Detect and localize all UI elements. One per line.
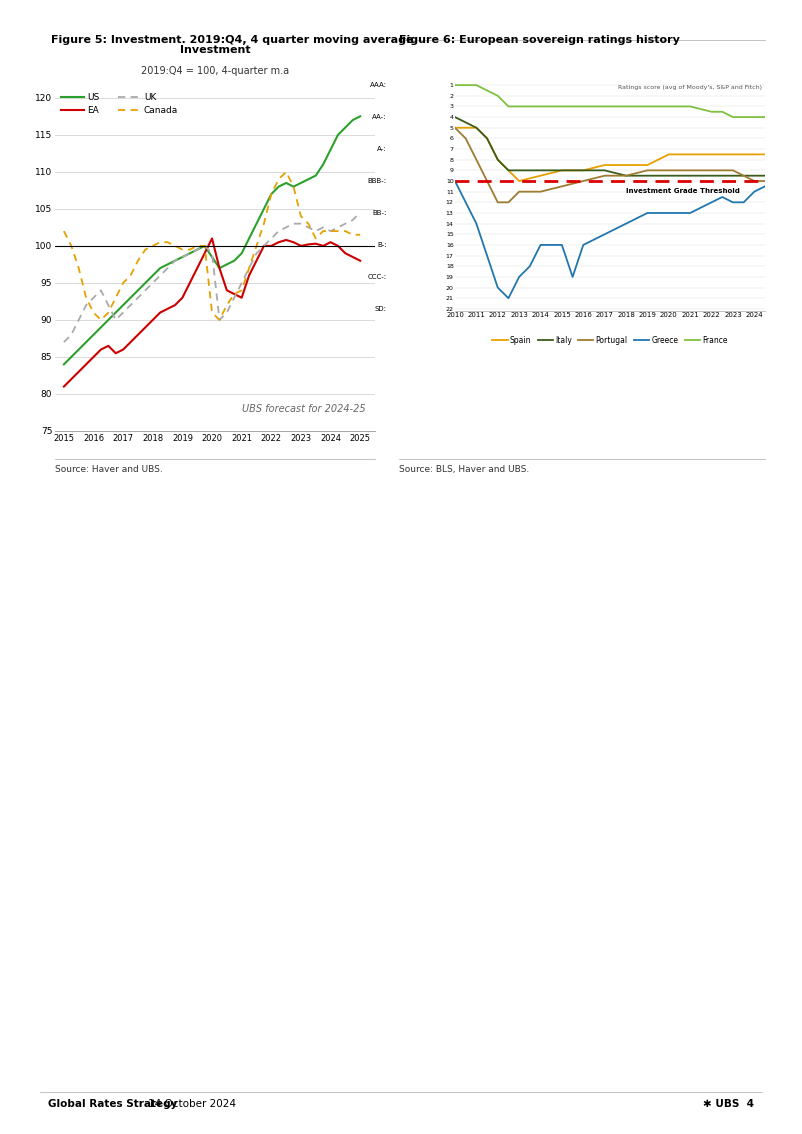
Text: A-:: A-: <box>377 146 387 152</box>
Text: Source: BLS, Haver and UBS.: Source: BLS, Haver and UBS. <box>399 465 529 474</box>
Text: AA-:: AA-: <box>372 115 387 120</box>
Text: Investment: Investment <box>180 45 250 56</box>
Legend: Spain, Italy, Portugal, Greece, France: Spain, Italy, Portugal, Greece, France <box>489 333 731 348</box>
Legend: US, EA, UK, Canada: US, EA, UK, Canada <box>59 91 180 117</box>
Text: Global Rates Strategy: Global Rates Strategy <box>48 1099 177 1109</box>
Text: BB-:: BB-: <box>372 210 387 215</box>
Text: CCC-:: CCC-: <box>367 274 387 280</box>
Text: ✱ UBS  4: ✱ UBS 4 <box>703 1099 754 1109</box>
Text: Figure 5: Investment. 2019:Q4, 4 quarter moving average: Figure 5: Investment. 2019:Q4, 4 quarter… <box>51 35 414 45</box>
Text: 2019:Q4 = 100, 4-quarter m.a: 2019:Q4 = 100, 4-quarter m.a <box>141 66 289 76</box>
Text: Investment Grade Threshold: Investment Grade Threshold <box>626 188 739 194</box>
Text: UBS forecast for 2024-25: UBS forecast for 2024-25 <box>241 404 366 414</box>
Text: SD:: SD: <box>375 306 387 312</box>
Text: Source: Haver and UBS.: Source: Haver and UBS. <box>55 465 163 474</box>
Text: Ratings score (avg of Moody's, S&P and Fitch): Ratings score (avg of Moody's, S&P and F… <box>618 85 762 91</box>
Text: AAA:: AAA: <box>370 82 387 88</box>
Text: Figure 6: European sovereign ratings history: Figure 6: European sovereign ratings his… <box>399 35 680 45</box>
Text: BBB-:: BBB-: <box>367 178 387 184</box>
Text: 14 October 2024: 14 October 2024 <box>148 1099 237 1109</box>
Text: B-:: B-: <box>377 242 387 248</box>
